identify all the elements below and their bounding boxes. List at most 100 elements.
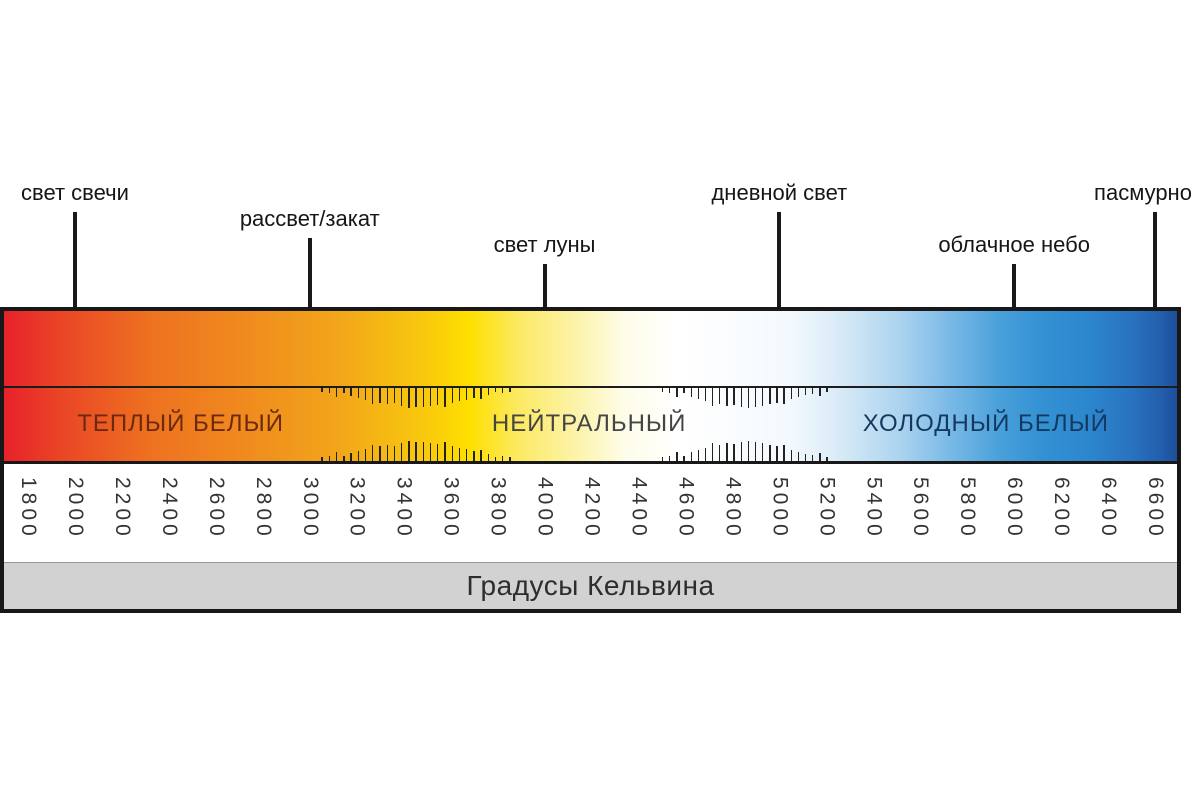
- transition-hatch-tick: [704, 388, 707, 402]
- transition-hatch-tick: [458, 388, 461, 402]
- transition-hatch-tick: [321, 457, 323, 461]
- transition-hatch-tick: [335, 452, 338, 461]
- transition-hatch-tick: [661, 457, 664, 461]
- transition-hatch-tick: [400, 388, 403, 407]
- kelvin-tick-label: 3000: [298, 477, 322, 540]
- transition-hatch-tick: [704, 447, 707, 461]
- transition-hatch-tick: [740, 388, 742, 407]
- transition-hatch-tick: [343, 388, 345, 393]
- kelvin-tick-label: 4200: [580, 477, 604, 540]
- kelvin-axis: 1800 2000 2200 2400 2600 2800 3000 3200 3400 3600…: [4, 461, 1177, 562]
- transition-hatch-tick: [502, 456, 504, 461]
- kelvin-tick-label: 3400: [392, 477, 416, 540]
- transition-hatch-tick: [343, 456, 345, 461]
- transition-hatch-tick: [480, 449, 482, 461]
- kelvin-tick-label: 3600: [439, 477, 463, 540]
- kelvin-tick-label: 4000: [533, 477, 557, 540]
- transition-hatch-tick: [364, 388, 367, 400]
- zone-label: НЕЙТРАЛЬНЫЙ: [491, 410, 687, 437]
- transition-hatch-tick: [676, 452, 678, 461]
- kelvin-tick-label: 3800: [486, 477, 510, 540]
- transition-hatch-tick: [372, 388, 374, 405]
- transition-hatch-tick: [776, 388, 778, 403]
- kelvin-tick-label: 4400: [627, 477, 651, 540]
- transition-hatch-tick: [335, 388, 338, 397]
- transition-hatch-tick: [812, 388, 814, 394]
- transition-hatch-tick: [502, 388, 504, 393]
- transition-hatch-tick: [494, 457, 497, 461]
- transition-hatch-tick: [783, 444, 785, 461]
- kelvin-tick-label: 5600: [909, 477, 933, 540]
- transition-hatch-tick: [379, 446, 381, 461]
- transition-hatch-tick: [487, 388, 490, 395]
- transition-hatch-tick: [408, 388, 410, 408]
- transition-hatch-tick: [819, 388, 821, 396]
- transition-hatch-tick: [711, 388, 714, 406]
- transition-hatch-tick: [769, 388, 771, 405]
- transition-hatch-tick: [804, 388, 807, 396]
- transition-hatch-tick: [819, 453, 821, 461]
- transition-hatch-tick: [437, 388, 439, 406]
- transition-hatch-tick: [422, 442, 425, 461]
- transition-hatch-tick: [509, 457, 511, 461]
- transition-hatch-tick: [797, 388, 800, 398]
- transition-hatch-tick: [697, 449, 700, 461]
- transition-hatch-tick: [473, 450, 475, 461]
- kelvin-tick-label: 6600: [1144, 477, 1167, 540]
- kelvin-tick-label: 5800: [956, 477, 980, 540]
- transition-hatch-tick: [451, 388, 453, 403]
- kelvin-tick-label: 3200: [345, 477, 369, 540]
- zone-label: ТЕПЛЫЙ БЕЛЫЙ: [77, 410, 285, 437]
- transition-hatch-tick: [379, 388, 381, 403]
- kelvin-tick-label: 4800: [721, 477, 745, 540]
- transition-hatch-tick: [733, 388, 735, 405]
- transition-hatch-tick: [761, 443, 764, 461]
- transition-hatch-tick: [328, 388, 331, 393]
- transition-hatch-tick: [357, 388, 359, 399]
- transition-hatch-tick: [465, 388, 468, 400]
- transition-hatch-tick: [754, 442, 757, 461]
- transition-hatch-tick: [754, 388, 757, 407]
- transition-hatch-tick: [328, 456, 331, 461]
- transition-hatch-tick: [429, 442, 432, 461]
- transition-hatch-tick: [393, 388, 396, 404]
- transition-hatch-tick: [669, 388, 671, 393]
- transition-hatch-tick: [797, 451, 800, 461]
- transition-hatch-tick: [747, 441, 750, 461]
- axis-title-bar: Градусы Кельвина: [4, 562, 1177, 609]
- transition-hatch-tick: [429, 388, 432, 407]
- transition-hatch-tick: [321, 388, 323, 392]
- transition-hatch-tick: [719, 388, 721, 405]
- transition-hatch-tick: [697, 388, 700, 400]
- marker-label: рассвет/закат: [239, 206, 380, 231]
- kelvin-tick-label: 6400: [1097, 477, 1121, 540]
- kelvin-tick-label: 1800: [17, 477, 40, 540]
- kelvin-scale-chart: ТЕПЛЫЙ БЕЛЫЙ НЕЙТРАЛЬНЫЙ ХОЛОДНЫЙ БЕЛЫЙ 18…: [0, 307, 1181, 613]
- kelvin-tick-label: 6200: [1050, 477, 1074, 540]
- transition-hatch-tick: [386, 444, 388, 461]
- kelvin-tick-label: 2600: [204, 477, 228, 540]
- transition-hatch-tick: [804, 453, 807, 461]
- kelvin-tick-label: 4600: [674, 477, 698, 540]
- transition-hatch-tick: [683, 455, 685, 461]
- transition-hatch-tick: [350, 452, 352, 461]
- transition-hatch-tick: [437, 443, 439, 461]
- transition-hatch-tick: [826, 457, 828, 461]
- transition-hatch-tick: [444, 441, 446, 461]
- transition-hatch-tick: [776, 446, 778, 461]
- transition-hatch-tick: [400, 442, 403, 461]
- transition-hatch-tick: [473, 388, 475, 399]
- kelvin-tick-label: 2000: [63, 477, 87, 540]
- transition-hatch-tick: [826, 388, 828, 392]
- transition-hatch-tick: [357, 450, 359, 461]
- marker-label: свет луны: [493, 232, 596, 257]
- transition-hatch-tick: [364, 449, 367, 461]
- transition-hatch-tick: [719, 444, 721, 461]
- transition-hatch-tick: [690, 451, 692, 461]
- transition-hatch-tick: [761, 388, 764, 406]
- marker-label: дневной свет: [711, 180, 848, 205]
- transition-hatch-tick: [812, 455, 814, 461]
- axis-title: Градусы Кельвина: [466, 570, 715, 601]
- transition-hatch-tick: [372, 444, 374, 461]
- transition-hatch-tick: [790, 388, 792, 400]
